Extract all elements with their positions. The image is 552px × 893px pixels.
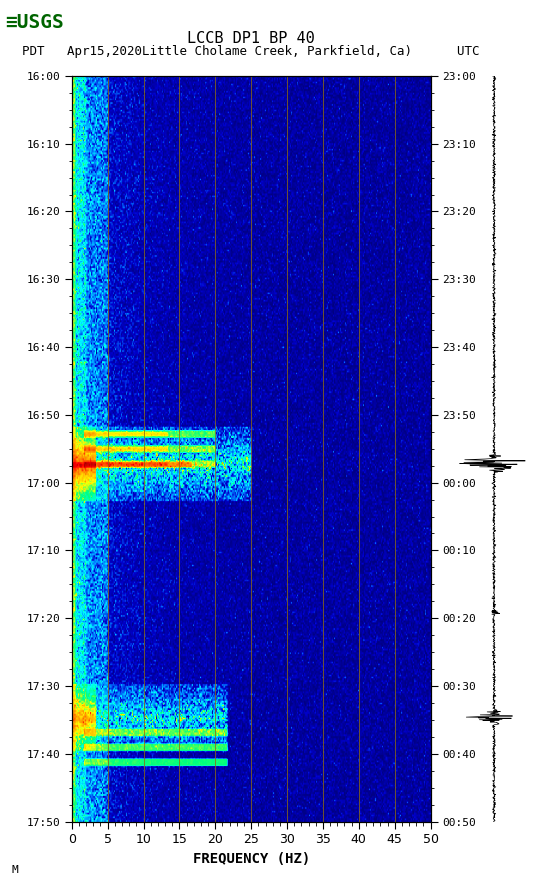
Text: ≡USGS: ≡USGS <box>6 13 64 32</box>
Text: M: M <box>11 865 18 875</box>
Text: LCCB DP1 BP 40: LCCB DP1 BP 40 <box>187 31 315 46</box>
Text: PDT   Apr15,2020Little Cholame Creek, Parkfield, Ca)      UTC: PDT Apr15,2020Little Cholame Creek, Park… <box>23 45 480 58</box>
X-axis label: FREQUENCY (HZ): FREQUENCY (HZ) <box>193 852 310 866</box>
